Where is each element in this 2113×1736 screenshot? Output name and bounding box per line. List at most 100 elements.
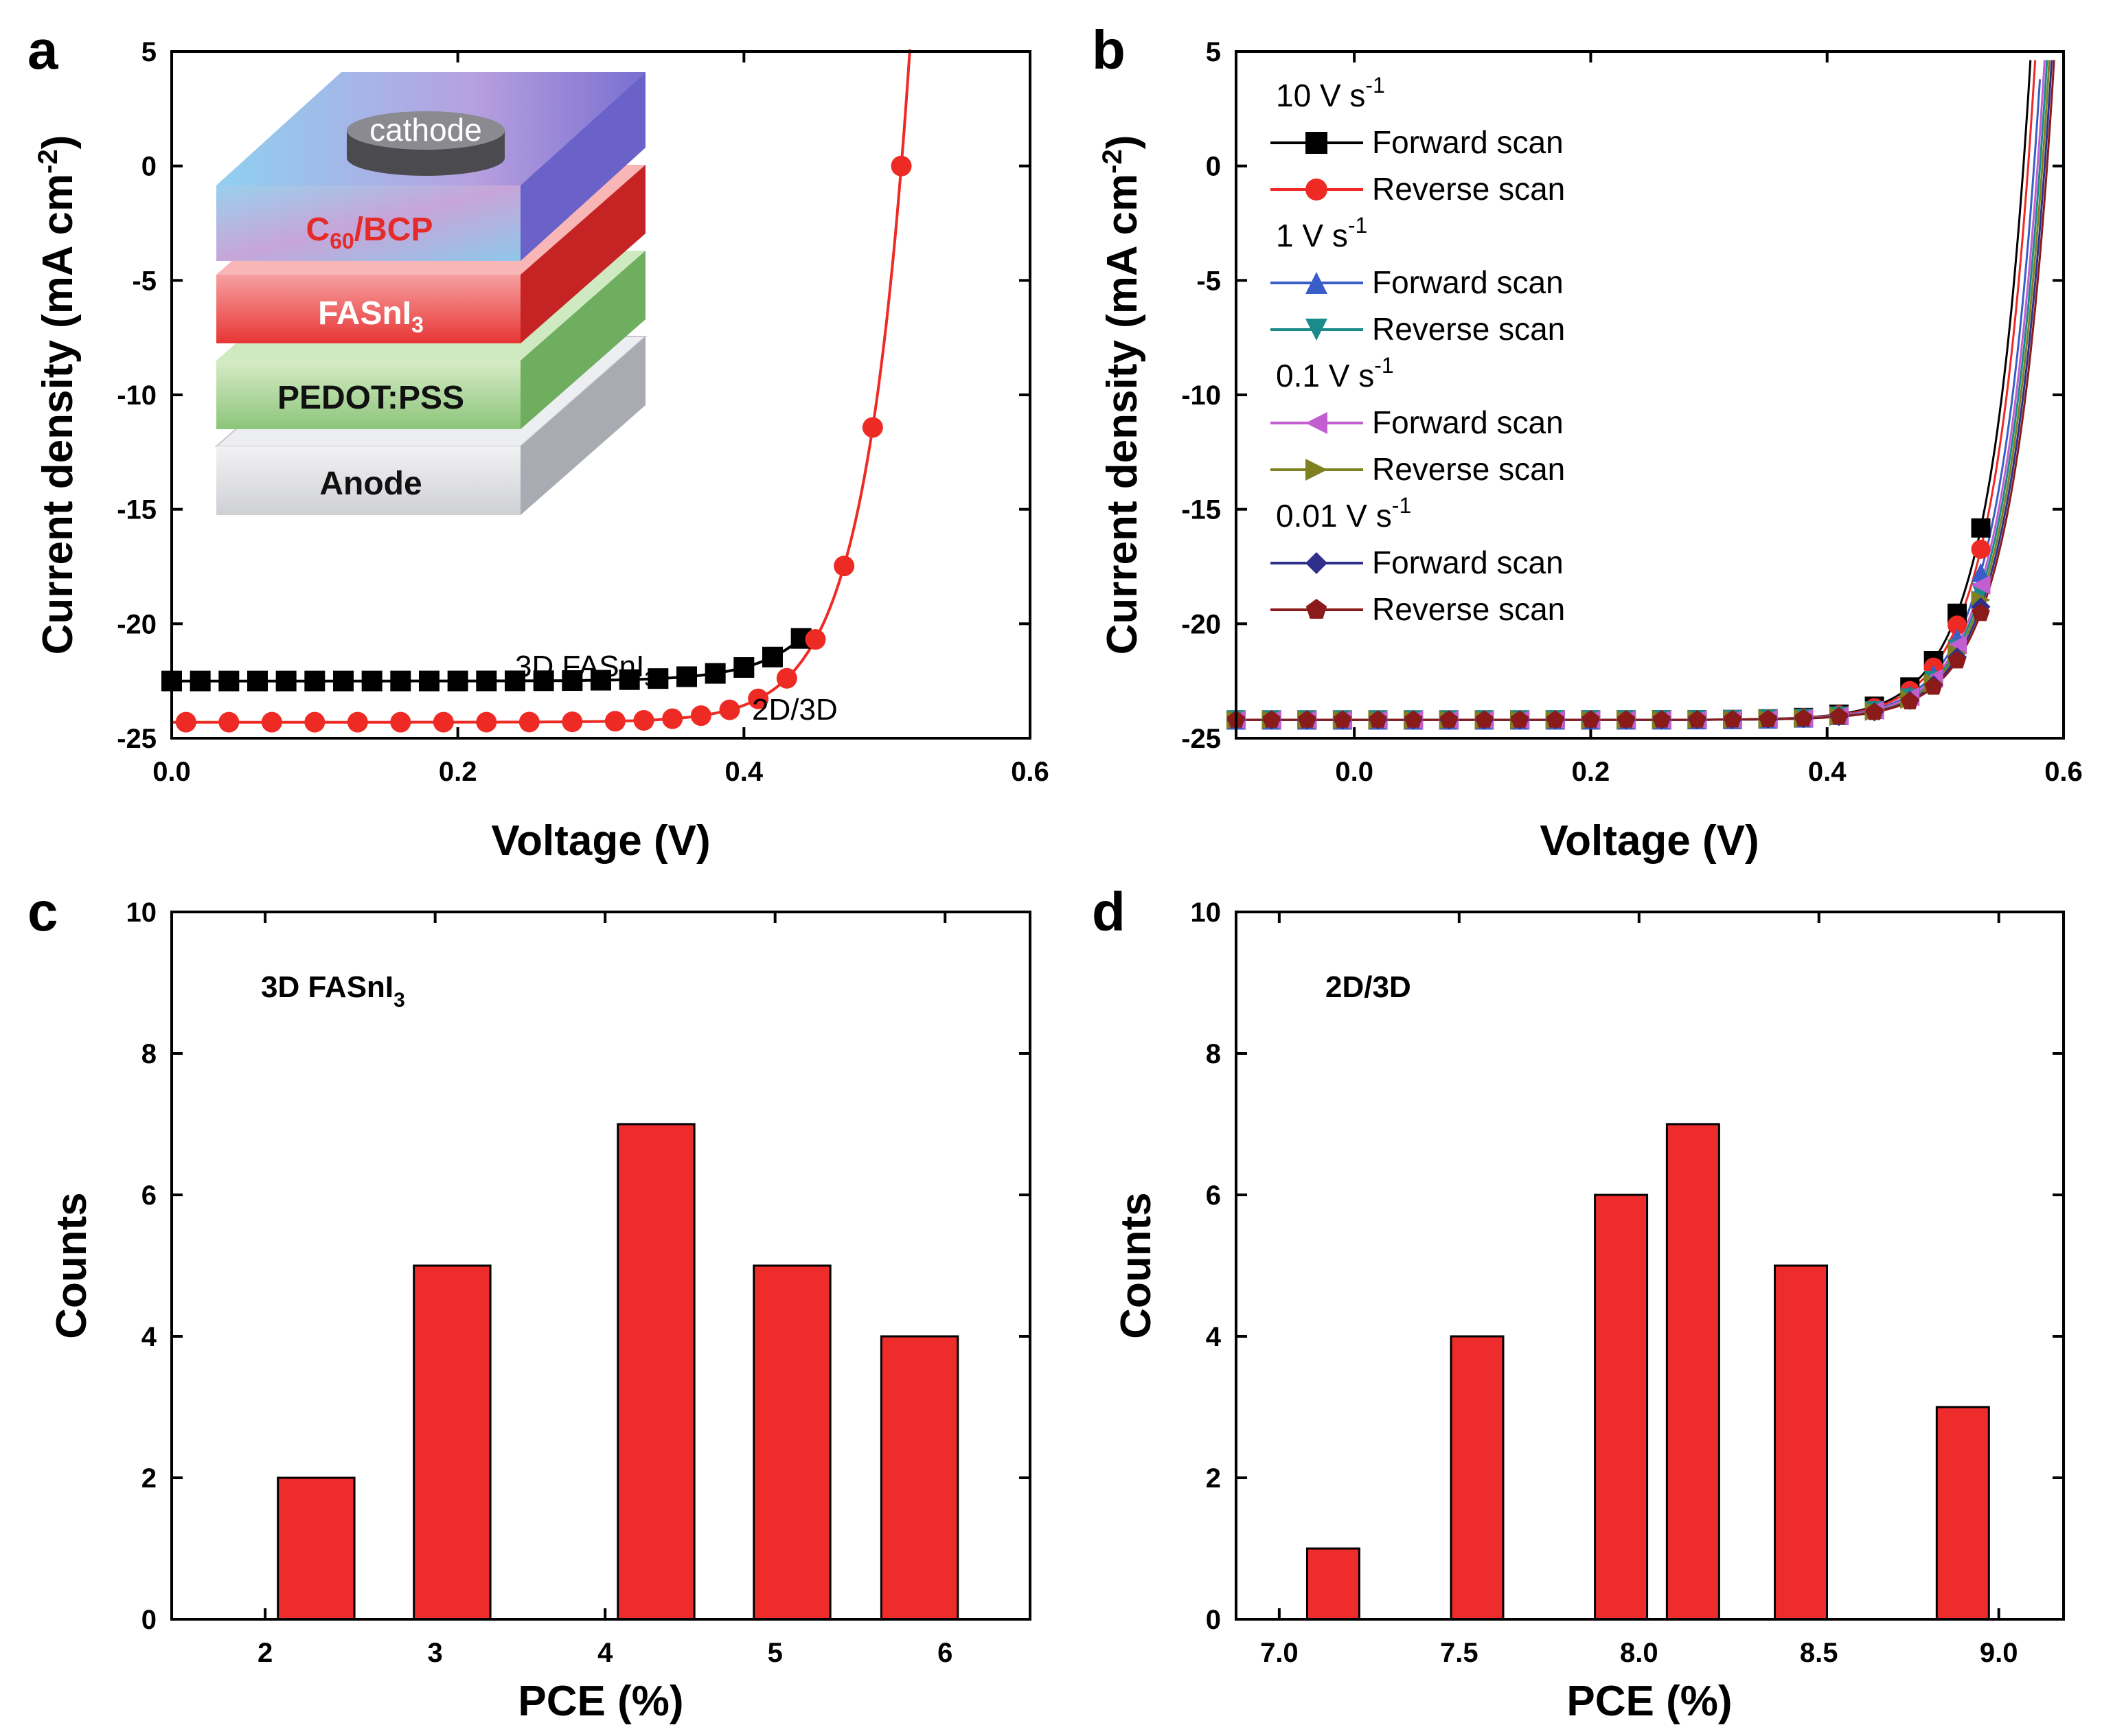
panel-a-markers	[161, 155, 912, 733]
jv-marker	[533, 670, 554, 692]
x-tick-label: 0.2	[1572, 757, 1610, 787]
y-tick-label: 8	[141, 1039, 157, 1069]
pedot-label: PEDOT:PSS	[277, 380, 464, 416]
panel-a-xlabel: Voltage (V)	[491, 817, 710, 865]
legend-entry: Forward scan	[1372, 545, 1564, 580]
panel-b-ticks: 0.0 0.2 0.4 0.6 5 0 -5 -10 -15 -20 -25	[1181, 37, 2083, 787]
panel-c-ticks: 2 3 4 5 6 0 2 4 6 8 10	[126, 898, 1030, 1668]
jv-marker	[562, 711, 583, 733]
jv-marker	[633, 709, 654, 731]
jv-marker	[648, 668, 669, 689]
jv-marker	[1971, 562, 1991, 582]
jv-marker	[218, 670, 240, 692]
jv-marker	[247, 670, 268, 692]
jv-curve	[1236, 79, 2042, 721]
jv-marker	[304, 711, 325, 733]
jv-marker	[1546, 710, 1565, 728]
y-tick-label: 0	[141, 1605, 157, 1635]
panel-b-frame	[1235, 50, 2065, 740]
x-tick-label: 7.5	[1440, 1638, 1478, 1668]
y-tick-label: -15	[1181, 495, 1221, 525]
jv-marker	[1794, 709, 1813, 727]
jv-marker	[390, 670, 411, 692]
panel-a-ylabel: Current density (mA cm-2)	[33, 135, 82, 655]
histogram-bar	[880, 1335, 959, 1621]
jv-marker	[1971, 518, 1991, 538]
jv-marker	[1262, 710, 1281, 728]
jv-marker	[604, 711, 626, 732]
y-tick-label: 10	[1191, 898, 1222, 928]
x-tick-label: 3	[428, 1638, 443, 1668]
panel-d-frame	[1235, 911, 2065, 1621]
x-tick-label: 0.0	[152, 757, 191, 787]
y-tick-label: -5	[132, 266, 157, 296]
jv-marker	[690, 705, 711, 727]
jv-marker	[275, 670, 297, 692]
x-tick-label: 6	[937, 1638, 952, 1668]
cathode-label: cathode	[369, 112, 482, 148]
jv-marker	[419, 670, 439, 692]
x-tick-label: 7.0	[1260, 1638, 1299, 1668]
legend-entry: Reverse scan	[1372, 171, 1565, 207]
legend-entry: Forward scan	[1372, 264, 1564, 300]
jv-marker	[1971, 539, 1991, 559]
y-tick-label: 6	[141, 1180, 157, 1211]
x-tick-label: 4	[597, 1638, 613, 1668]
jv-marker	[733, 657, 755, 678]
device-stack-inset: Anode PEDOT:PSS FASnI3 C60/BCP c	[214, 72, 648, 515]
legend-rate: 10 V s-1	[1276, 73, 1385, 113]
histogram-bar	[1774, 1264, 1829, 1621]
jv-marker	[591, 670, 611, 691]
x-tick-label: 0.4	[725, 757, 764, 787]
jv-marker	[190, 670, 211, 692]
legend-marker	[1305, 132, 1327, 154]
y-tick-label: 0	[1206, 1605, 1221, 1635]
jv-marker	[1439, 710, 1459, 728]
jv-marker	[1652, 710, 1671, 728]
jv-marker	[676, 666, 697, 687]
jv-marker	[1723, 709, 1742, 728]
y-tick-label: 5	[1206, 37, 1221, 67]
legend-marker	[1305, 552, 1327, 574]
y-tick-label: 6	[1206, 1180, 1221, 1211]
panel-c-histogram: 2 3 4 5 6 0 2 4 6 8 10 3D FASnI3 PCE (%) Counts	[48, 898, 1031, 1725]
jv-marker	[1581, 710, 1600, 728]
jv-marker	[1297, 710, 1316, 728]
jv-marker	[476, 711, 497, 733]
legend-marker	[1305, 599, 1327, 619]
jv-marker	[1924, 677, 1943, 695]
jv-marker	[390, 711, 411, 733]
legend-marker	[1305, 319, 1327, 341]
y-tick-label: -5	[1196, 266, 1221, 296]
jv-marker	[333, 670, 354, 692]
y-tick-label: -15	[117, 495, 157, 525]
x-tick-label: 0.0	[1335, 757, 1373, 787]
panel-c-sample-label: 3D FASnI3	[261, 970, 405, 1012]
jv-marker	[361, 670, 382, 692]
panel-label-c: c	[27, 881, 58, 942]
histogram-bar	[1305, 1547, 1360, 1621]
jv-marker	[1865, 703, 1884, 720]
panel-b-jv-plot: 0.0 0.2 0.4 0.6 5 0 -5 -10 -15 -20 -25 10 V s-1 For…	[1097, 37, 2083, 865]
legend-marker	[1305, 179, 1327, 201]
jv-marker	[805, 629, 826, 650]
y-tick-label: 0	[1206, 152, 1221, 182]
c60-bcp-label: C60/BCP	[306, 212, 433, 253]
annotation-3d-fasni3: 3D FASnI3	[515, 650, 656, 691]
x-tick-label: 2	[258, 1638, 273, 1668]
jv-marker	[719, 699, 740, 720]
jv-marker	[619, 669, 640, 690]
fasni3-label: FASnI3	[318, 295, 424, 337]
panel-c-bars	[277, 1123, 959, 1621]
panel-d-ticks: 7.0 7.5 8.0 8.5 9.0 0 2 4 6 8 10	[1191, 898, 2064, 1668]
y-tick-label: -10	[117, 380, 157, 411]
y-tick-label: 2	[1206, 1463, 1221, 1494]
histogram-bar	[1450, 1335, 1505, 1621]
y-tick-label: 5	[141, 37, 157, 67]
panel-d-bars	[1305, 1123, 1990, 1621]
histogram-bar	[1594, 1194, 1649, 1621]
y-tick-label: -25	[1181, 724, 1221, 754]
jv-marker	[1688, 710, 1706, 728]
jv-marker	[1972, 604, 1990, 621]
jv-marker	[175, 711, 196, 733]
